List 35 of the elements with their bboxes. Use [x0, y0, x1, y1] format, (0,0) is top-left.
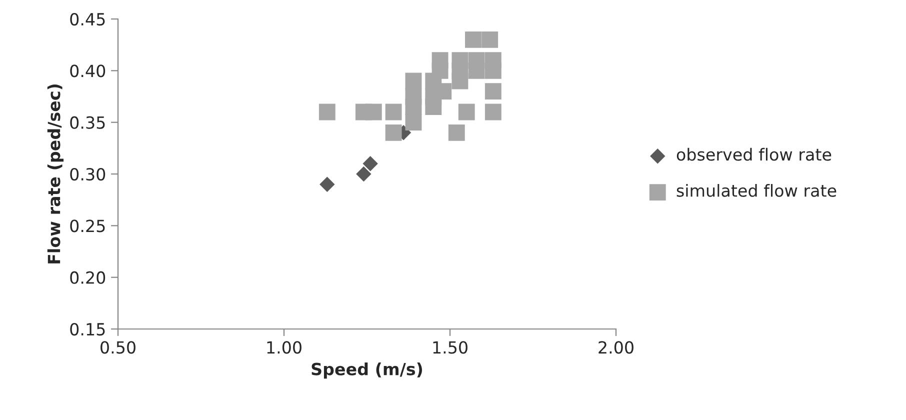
y-tick-label: 0.40	[70, 64, 106, 78]
point	[385, 104, 402, 120]
point	[484, 83, 502, 100]
legend-label: simulated flow rate	[676, 184, 836, 197]
legend-label: observed flow rate	[676, 148, 832, 161]
point	[405, 114, 422, 131]
point	[452, 52, 468, 69]
point	[482, 31, 498, 48]
point	[405, 88, 422, 105]
y-tick-label: 0.35	[70, 116, 105, 129]
point	[356, 166, 372, 182]
point	[385, 124, 402, 141]
point	[468, 52, 485, 69]
x-tick-label: 1.50	[433, 341, 468, 354]
y-tick-label: 0.20	[70, 271, 106, 284]
x-tick-label: 2.00	[598, 341, 634, 354]
y-tick-label: 0.25	[70, 220, 105, 232]
point	[405, 72, 422, 90]
point	[448, 124, 465, 141]
y-tick-label: 0.15	[70, 322, 105, 336]
y-axis-title: Flow rate (ped/sec)	[47, 84, 64, 264]
y-tick-label: 0.30	[70, 168, 106, 181]
y-tick-label: 0.45	[70, 12, 105, 26]
point	[465, 31, 482, 48]
point	[458, 104, 475, 120]
x-axis-title: Speed (m/s)	[312, 362, 422, 379]
point	[484, 104, 502, 120]
point	[365, 104, 382, 120]
x-tick-label: 1.00	[267, 341, 302, 354]
point	[362, 156, 378, 172]
x-tick-label: 0.50	[100, 341, 136, 354]
point	[320, 176, 335, 192]
point	[318, 104, 336, 120]
point	[432, 52, 448, 69]
point	[484, 52, 502, 69]
